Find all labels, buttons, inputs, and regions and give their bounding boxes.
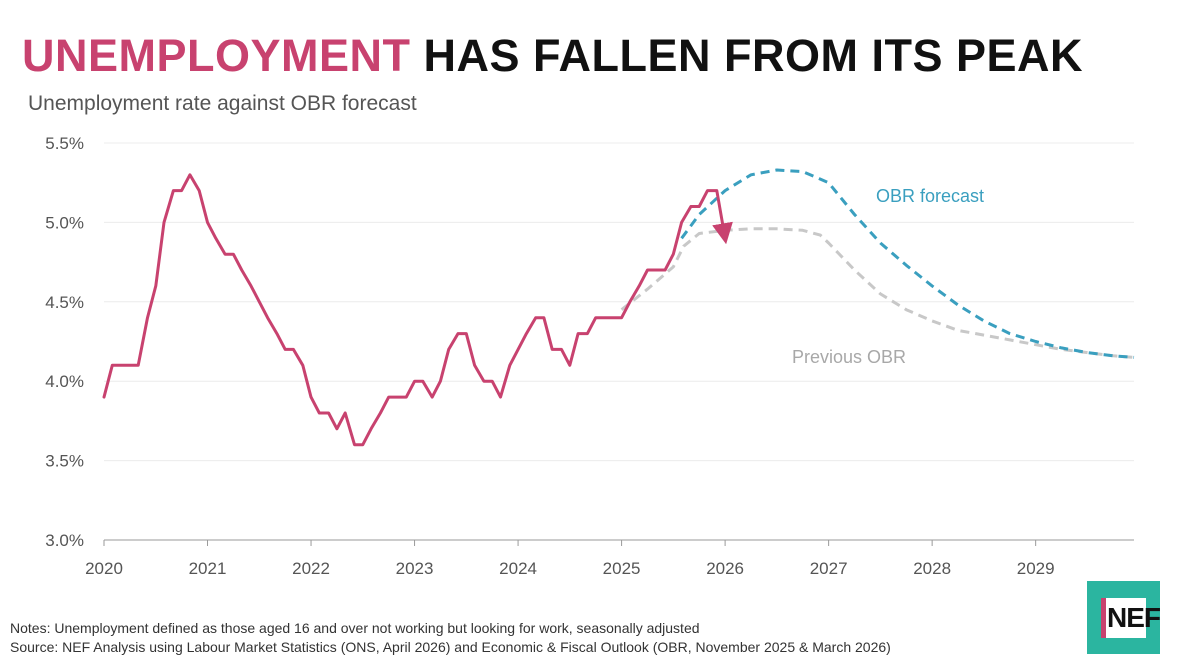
obr_forecast-line	[680, 168, 1135, 359]
x-tick-label: 2028	[913, 559, 951, 578]
previous-obr-label: Previous OBR	[792, 347, 906, 367]
y-tick-label: 3.5%	[45, 452, 84, 471]
x-tick-label: 2023	[396, 559, 434, 578]
notes-line: Notes: Unemployment defined as those age…	[10, 620, 700, 636]
x-tick-label: 2021	[189, 559, 227, 578]
source-line: Source: NEF Analysis using Labour Market…	[10, 639, 891, 655]
gridlines	[104, 142, 1134, 541]
chart-notes: Notes: Unemployment defined as those age…	[10, 619, 891, 657]
y-tick-label: 3.0%	[45, 531, 84, 550]
y-tick-label: 5.5%	[45, 134, 84, 153]
y-tick-label: 4.5%	[45, 293, 84, 312]
logo-text: NEF	[1107, 602, 1161, 633]
actual-line	[102, 173, 733, 447]
chart-subtitle: Unemployment rate against OBR forecast	[28, 92, 417, 115]
x-tick-label: 2022	[292, 559, 330, 578]
x-tick-label: 2024	[499, 559, 537, 578]
x-tick-label: 2029	[1017, 559, 1055, 578]
y-tick-label: 5.0%	[45, 213, 84, 232]
obr-forecast-label: OBR forecast	[876, 186, 984, 206]
y-tick-label: 4.0%	[45, 372, 84, 391]
series-lines	[102, 168, 1135, 447]
x-tick-label: 2026	[706, 559, 744, 578]
title-rest: HAS FALLEN FROM ITS PEAK	[423, 30, 1084, 81]
title-accent: UNEMPLOYMENT	[22, 30, 411, 81]
x-tick-label: 2025	[603, 559, 641, 578]
previous_obr-line	[620, 227, 1135, 359]
logo-bar	[1101, 598, 1106, 638]
chart-title: UNEMPLOYMENT HAS FALLEN FROM ITS PEAK	[22, 30, 1083, 82]
logo-plate: NEF	[1101, 598, 1161, 638]
axis-ticks: 3.0% 3.5% 4.0% 4.5% 5.0% 5.5% 2020 2021 2022 2023…	[45, 134, 1054, 578]
x-tick-label: 2020	[85, 559, 123, 578]
nef-logo: NEF	[1087, 581, 1161, 654]
x-tick-label: 2027	[810, 559, 848, 578]
